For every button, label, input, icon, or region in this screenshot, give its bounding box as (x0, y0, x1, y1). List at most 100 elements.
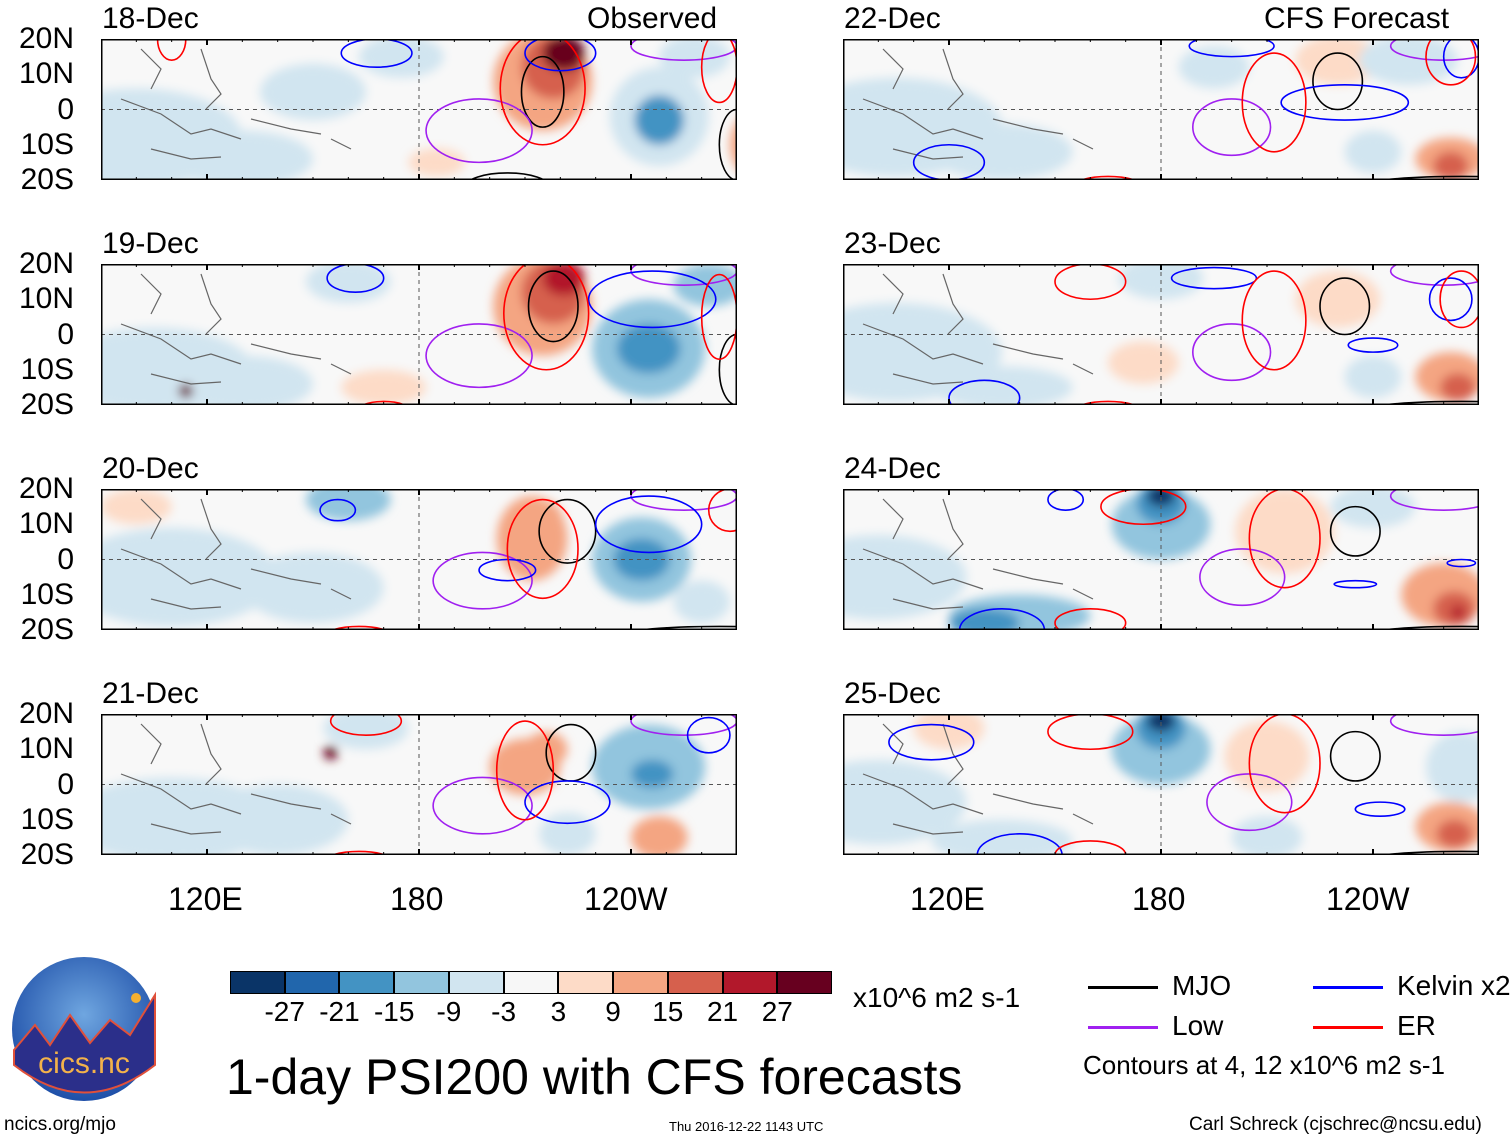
anomaly-region (542, 39, 586, 71)
map-panel (101, 714, 737, 855)
anomaly-region (913, 714, 985, 750)
er-contour (1079, 175, 1137, 180)
anomaly-region (341, 369, 427, 405)
anomaly-region (1344, 130, 1402, 173)
cics-logo: cics.nc (12, 957, 156, 1101)
mjo-contour (1312, 52, 1364, 111)
y-tick-label: 10N (18, 732, 74, 766)
er-contour (1054, 608, 1127, 630)
anomaly-region (1344, 355, 1402, 398)
colorbar-swatch (503, 971, 559, 994)
x-tick-label: 120E (168, 881, 243, 917)
legend-line (1088, 1026, 1158, 1029)
low-contour (432, 776, 533, 835)
anomaly-region (1440, 373, 1476, 402)
kelvin-contour (1428, 277, 1473, 322)
mjo-contour (1375, 625, 1479, 630)
colorbar-tick-label: 3 (550, 996, 567, 1027)
website-link[interactable]: ncics.org/mjo (4, 1114, 116, 1135)
er-contour (503, 264, 590, 371)
coastline (862, 723, 1094, 835)
low-contour (630, 714, 737, 736)
low-contour (1389, 714, 1479, 736)
colorbar-tick-label: -3 (491, 996, 517, 1027)
anomaly-region (673, 580, 730, 623)
kelvin-contour (587, 270, 717, 329)
er-contour (1054, 264, 1127, 301)
mjo-contour (469, 172, 546, 180)
forecast-header: CFS Forecast (1264, 2, 1450, 35)
anomaly-region (171, 130, 313, 180)
colorbar-tick-label: 15 (652, 996, 684, 1027)
anomaly-region (305, 489, 391, 521)
kelvin-contour (524, 780, 611, 825)
colorbar-tick-label: -9 (436, 996, 462, 1027)
y-tick-label: 10S (20, 352, 74, 386)
mjo-contour (527, 270, 579, 343)
y-tick-label: 10N (18, 507, 74, 541)
kelvin-contour (594, 495, 703, 554)
y-tick-label: 20S (20, 388, 74, 421)
colorbar-swatch (339, 971, 395, 994)
anomaly-region (616, 323, 681, 374)
coastline (862, 273, 1094, 385)
coastline (120, 48, 352, 160)
anomaly-region (521, 499, 564, 549)
coastline (862, 48, 1094, 160)
er-contour (1241, 52, 1307, 153)
anomaly-region (1358, 39, 1458, 85)
er-contour (329, 714, 403, 736)
anomaly-region (1295, 39, 1381, 85)
low-contour (630, 39, 737, 61)
colorbar-swatch (667, 971, 723, 994)
legend-line (1088, 986, 1158, 989)
timestamp: Thu 2016-12-22 1143 UTC (669, 1119, 824, 1134)
anomaly-region (634, 95, 684, 145)
er-contour (360, 400, 407, 405)
anomaly-region (539, 812, 596, 855)
map-panel (843, 714, 1479, 855)
panel-date: 23-Dec (844, 227, 941, 260)
map-panel (843, 264, 1479, 405)
panel-date: 21-Dec (102, 677, 199, 710)
anomaly-region (1436, 819, 1472, 848)
kelvin-contour (948, 379, 1021, 405)
low-contour (1191, 323, 1272, 382)
y-tick-label: 0 (57, 542, 74, 576)
anomaly-region (931, 366, 1073, 405)
colorbar-swatch (613, 971, 668, 994)
er-contour (506, 498, 579, 600)
kelvin-contour (1188, 39, 1275, 58)
kelvin-contour (1354, 801, 1406, 818)
kelvin-contour (1446, 558, 1477, 568)
coastline (862, 498, 1094, 610)
colorbar-tick-label: -21 (319, 996, 360, 1027)
kelvin-contour (340, 39, 413, 68)
kelvin-contour (912, 143, 986, 180)
legend-line (1313, 986, 1383, 989)
colorbar-swatch (558, 971, 614, 994)
panel-date: 19-Dec (102, 227, 199, 260)
panel-date: 25-Dec (844, 677, 941, 710)
low-contour (425, 323, 533, 389)
kelvin-contour (524, 39, 597, 72)
kelvin-contour (326, 264, 385, 293)
er-contour (1241, 270, 1307, 371)
panel-date: 24-Dec (844, 452, 941, 485)
colorbar-swatch (284, 971, 340, 994)
mjo-contour (538, 498, 597, 564)
panel-date: 20-Dec (102, 452, 199, 485)
er-contour (499, 39, 586, 146)
legend-label: Low (1172, 1010, 1224, 1041)
anomaly-region (207, 784, 349, 855)
anomaly-region (323, 714, 409, 750)
mjo-contour (1319, 277, 1371, 336)
anomaly-region (171, 355, 313, 405)
x-tick-label: 180 (1132, 881, 1186, 917)
mjo-contour (1329, 505, 1381, 557)
er-contour (707, 489, 737, 533)
author-credit: Carl Schreck (cjschrec@ncsu.edu) (1189, 1114, 1482, 1135)
y-tick-label: 0 (57, 92, 74, 126)
anomaly-region (631, 759, 674, 789)
panel-date: 18-Dec (102, 2, 199, 35)
